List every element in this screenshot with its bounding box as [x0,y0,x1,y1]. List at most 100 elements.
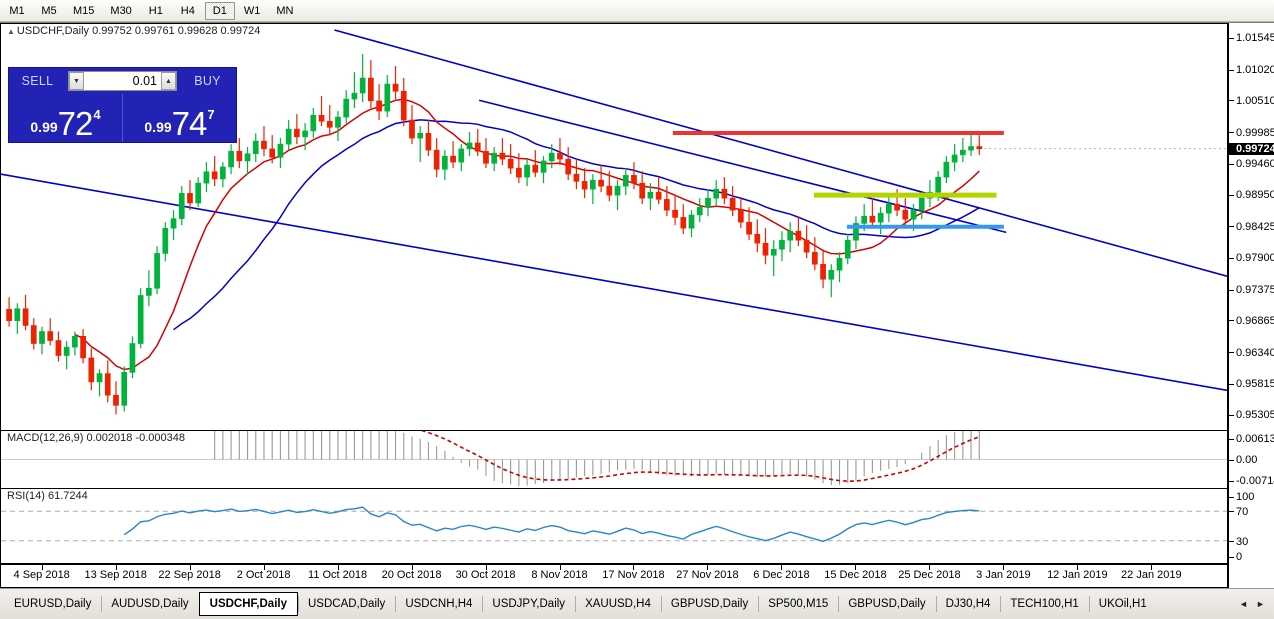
date-label: 20 Oct 2018 [381,569,442,581]
chevron-down-icon[interactable]: ▼ [69,72,84,90]
date-tick [41,565,43,570]
chart-tab-bar: EURUSD,Daily AUDUSD,Daily USDCHF,Daily USDC… [0,588,1274,619]
chart-tab-usdjpy-daily[interactable]: USDJPY,Daily [482,593,575,615]
chart-tab-gbpusd-daily[interactable]: GBPUSD,Daily [838,593,935,615]
rsi-tick: 0 [1229,552,1242,563]
macd-label: MACD(12,26,9) 0.002018 -0.000348 [5,432,187,444]
chevron-up-icon[interactable]: ▲ [161,72,176,90]
macd-plot [1,431,1227,487]
date-tick [337,565,339,570]
chart-tab-ukoil-h1[interactable]: UKOil,H1 [1088,593,1157,615]
timeframe-m30[interactable]: M30 [110,4,132,17]
chevron-right-icon[interactable]: ► [1256,599,1265,609]
date-label: 2 Oct 2018 [236,569,291,581]
date-label: 27 Nov 2018 [676,569,739,581]
timeframe-mn[interactable]: MN [276,4,294,17]
volume-stepper[interactable]: ▼ 0.01 ▲ [68,71,177,91]
one-click-trading-panel[interactable]: SELL ▼ 0.01 ▲ BUY 0.99 72 4 0.99 74 7 [8,67,237,143]
date-label: 4 Sep 2018 [13,569,70,581]
price-tick: 0.97900 [1229,253,1274,264]
date-label: 3 Jan 2019 [976,569,1031,581]
date-label: 25 Dec 2018 [898,569,961,581]
price-tick: 1.00510 [1229,95,1274,106]
buy-price-button[interactable]: 0.99 74 7 [123,94,236,142]
date-tick [929,565,931,570]
date-tick [559,565,561,570]
rsi-tick: 70 [1229,506,1248,517]
oct-price-row: 0.99 72 4 0.99 74 7 [9,94,236,142]
date-tick [855,565,857,570]
oct-controls-row: SELL ▼ 0.01 ▲ BUY [9,68,236,94]
date-tick [633,565,635,570]
date-label: 11 Oct 2018 [308,569,368,581]
timeframe-w1[interactable]: W1 [243,4,261,17]
price-tick: 0.96865 [1229,315,1274,326]
sell-price-button[interactable]: 0.99 72 4 [9,94,123,142]
macd-tick: 0.00 [1229,455,1257,466]
chart-tab-sp500-m15[interactable]: SP500,M15 [758,593,838,615]
price-scale[interactable]: 1.01545 1.01020 1.00510 0.99985 0.99460 0.989… [1228,23,1274,589]
rsi-panel[interactable]: RSI(14) 61.7244 [0,489,1228,564]
date-tick [263,565,265,570]
date-label: 30 Oct 2018 [455,569,516,581]
timeframe-m1[interactable]: M1 [9,4,25,17]
date-axis[interactable]: 4 Sep 2018 13 Sep 2018 22 Sep 2018 2 Oct 20… [0,564,1228,588]
buy-button[interactable]: BUY [194,74,221,88]
chart-header-text: USDCHF,Daily 0.99752 0.99761 0.99628 0.9… [16,25,261,37]
timeframe-toolbar: M1 M5 M15 M30 H1 H4 D1 W1 MN [0,0,1274,22]
chart-tab-usdcad-daily[interactable]: USDCAD,Daily [297,593,395,615]
macd-panel[interactable]: MACD(12,26,9) 0.002018 -0.000348 [0,431,1228,489]
chart-tab-usdchf-daily[interactable]: USDCHF,Daily [198,592,298,616]
macd-tick: -0.007142 [1229,476,1274,487]
candlestick-plot [1,29,1227,415]
price-tick: 0.95815 [1229,379,1274,390]
timeframe-d1[interactable]: D1 [204,1,235,20]
date-tick [707,565,709,570]
chart-tab-eurusd-daily[interactable]: EURUSD,Daily [14,598,92,610]
date-tick [1003,565,1005,570]
timeframe-m15[interactable]: M15 [73,4,95,17]
buy-price-fraction: 7 [207,107,215,122]
date-tick [781,565,783,570]
timeframe-h4[interactable]: H4 [180,4,195,17]
date-label: 22 Sep 2018 [158,569,221,581]
price-tick: 0.97375 [1229,285,1274,296]
sell-price-big: 72 [57,105,94,142]
date-tick [1077,565,1079,570]
rsi-tick: 100 [1229,492,1254,503]
rsi-label: RSI(14) 61.7244 [5,490,90,502]
date-tick [411,565,413,570]
tab-scroll-controls: ◄ ► [1236,597,1274,612]
date-tick [485,565,487,570]
date-label: 22 Jan 2019 [1121,569,1182,581]
price-tick: 1.01020 [1229,65,1274,76]
date-label: 15 Dec 2018 [824,569,887,581]
price-tick: 1.01545 [1229,33,1274,44]
date-label: 12 Jan 2019 [1047,569,1108,581]
chart-tab-usdcnh-h4[interactable]: USDCNH,H4 [395,593,482,615]
price-tick: 0.98425 [1229,221,1274,232]
chart-tab-xauusd-h4[interactable]: XAUUSD,H4 [575,593,661,615]
chevron-left-icon[interactable]: ◄ [1239,599,1248,609]
price-tick: 0.95305 [1229,410,1274,421]
chart-tab-audusd-daily[interactable]: AUDUSD,Daily [101,593,198,615]
sell-button[interactable]: SELL [21,74,54,88]
date-tick [115,565,117,570]
macd-tick: 0.006137 [1229,434,1274,445]
sell-price-prefix: 0.99 [30,119,58,135]
volume-input[interactable]: 0.01 [132,74,157,88]
triangle-up-icon[interactable]: ▲ [7,27,15,36]
price-tick: 0.98950 [1229,190,1274,201]
timeframe-m5[interactable]: M5 [41,4,57,17]
chart-tab-gbpusd-daily[interactable]: GBPUSD,Daily [660,593,758,615]
chart-area[interactable]: ▲ USDCHF,Daily 0.99752 0.99761 0.99628 0.… [0,22,1274,589]
timeframe-h1[interactable]: H1 [148,4,163,17]
chart-tab-tech100-h1[interactable]: TECH100,H1 [1000,593,1088,615]
date-label: 6 Dec 2018 [753,569,810,581]
chart-tab-dj30-h4[interactable]: DJ30,H4 [935,593,1001,615]
date-label: 8 Nov 2018 [531,569,588,581]
buy-price-prefix: 0.99 [144,119,172,135]
current-price-label: 0.99724 [1229,143,1274,156]
price-tick: 0.99460 [1229,159,1274,170]
